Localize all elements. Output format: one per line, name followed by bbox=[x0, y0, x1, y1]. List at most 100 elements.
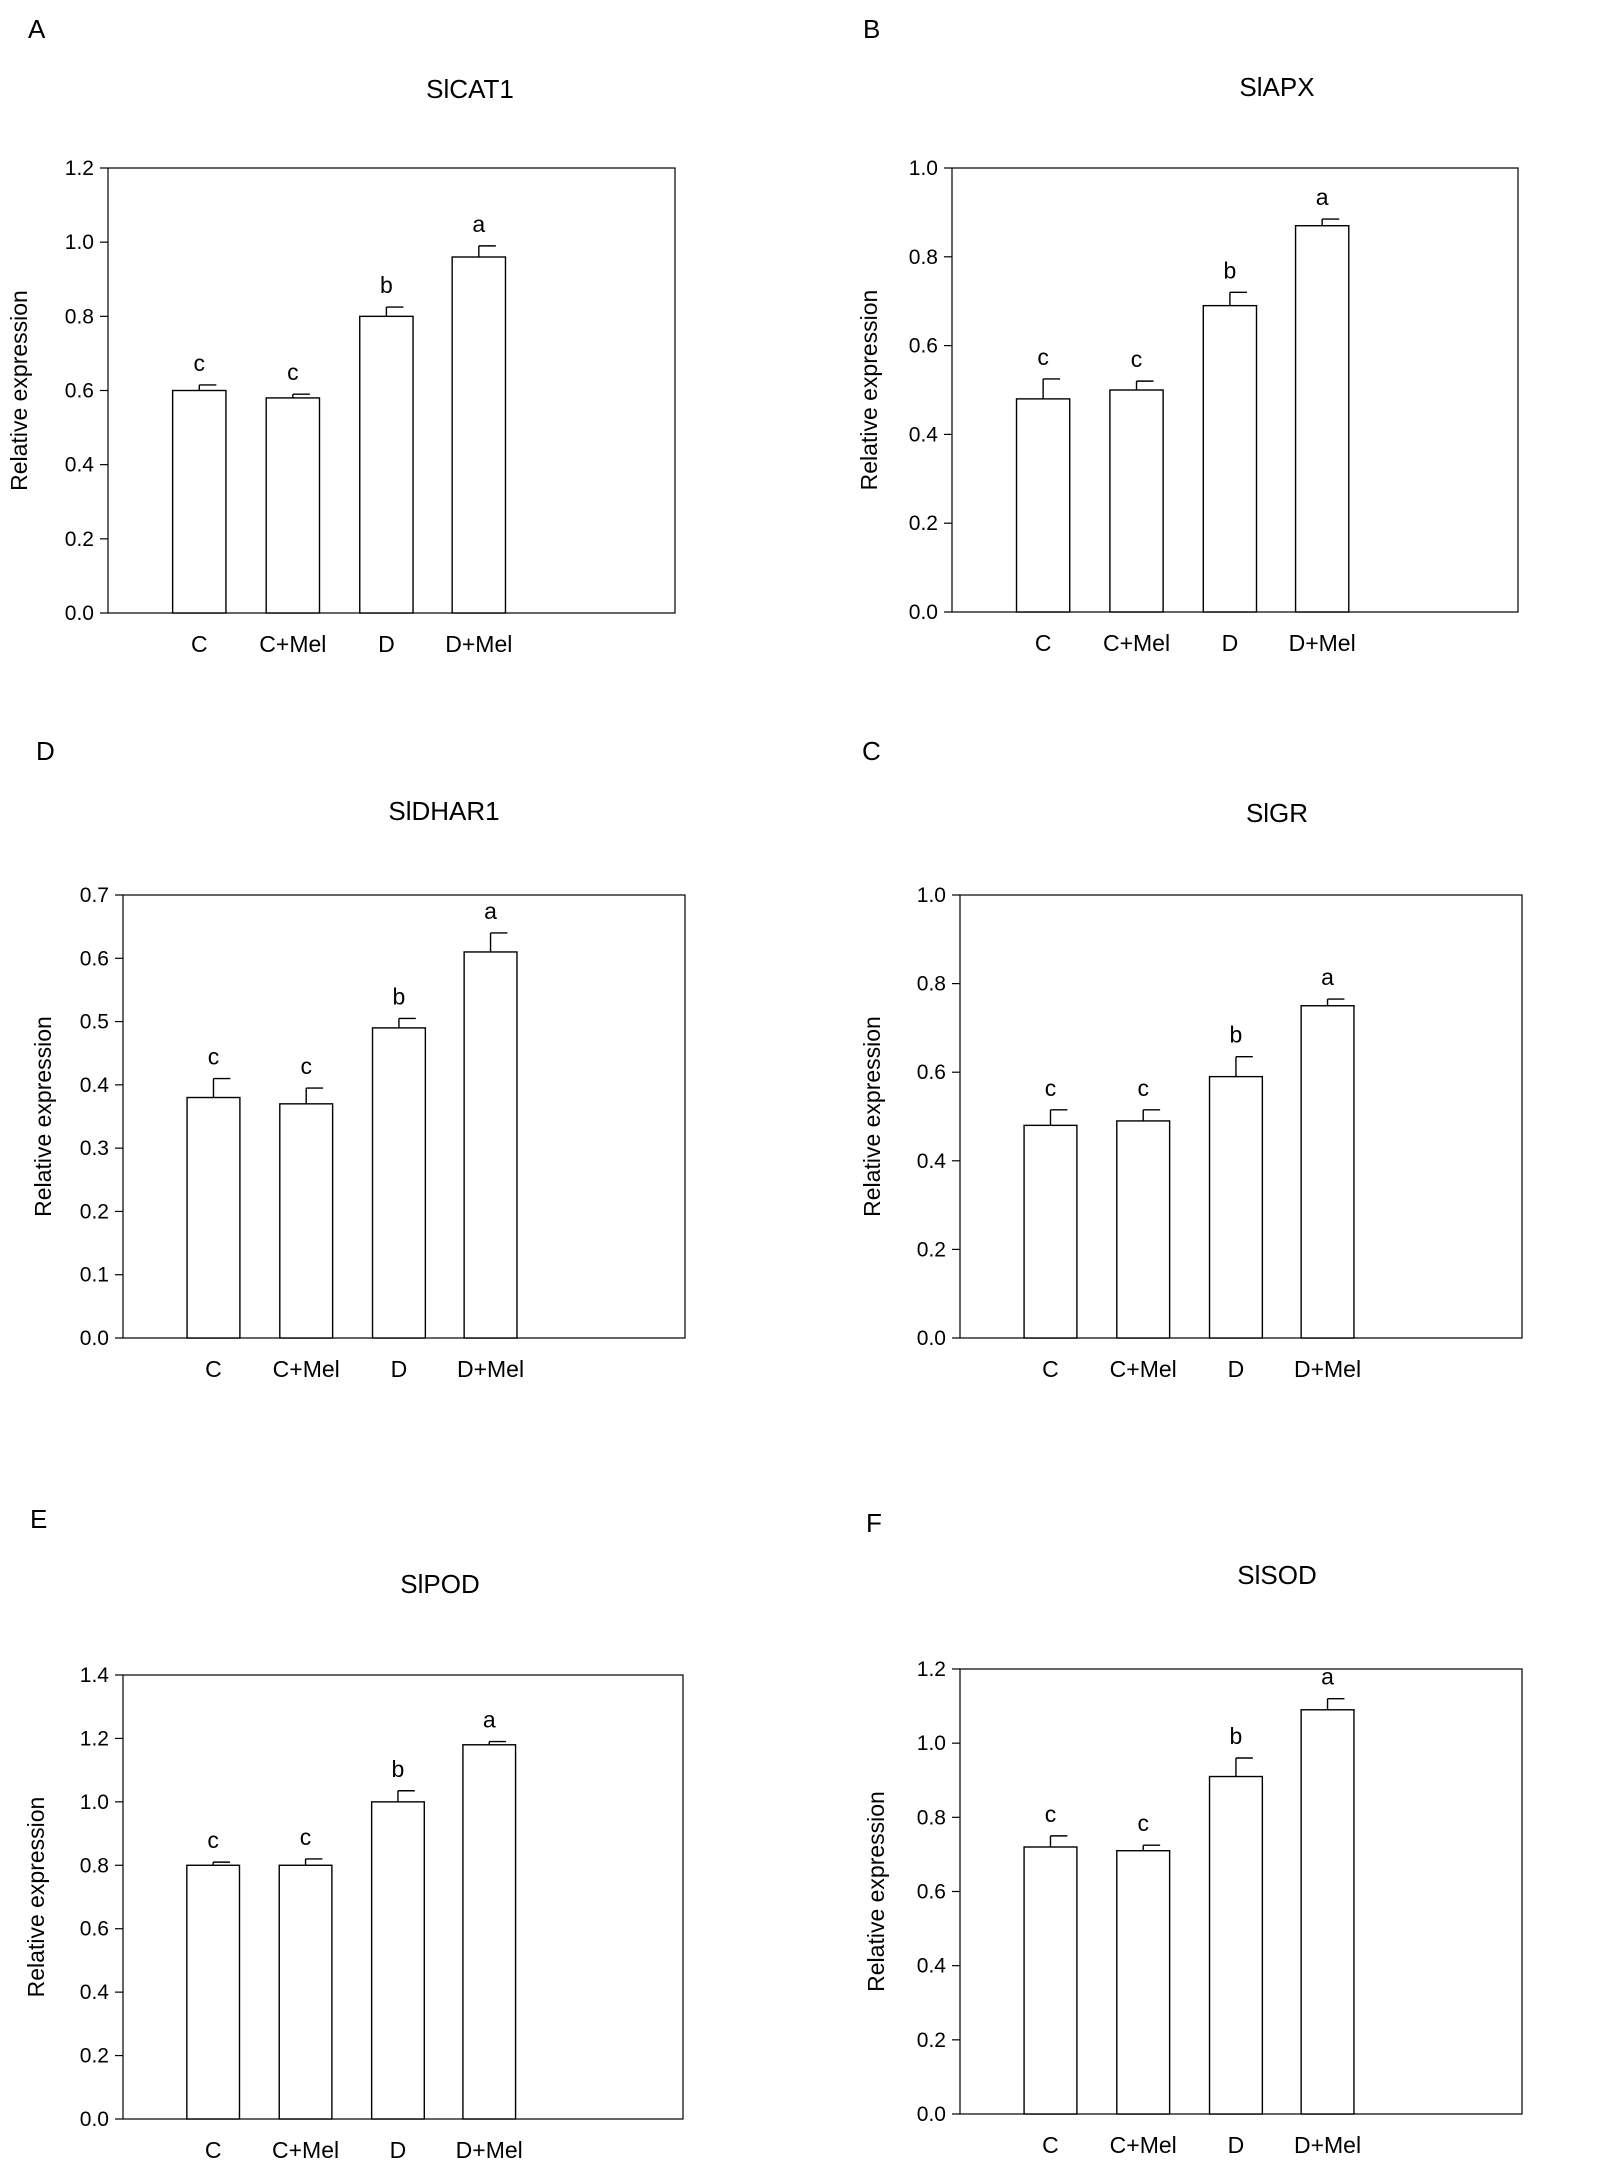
category-label: C bbox=[191, 631, 208, 657]
chart-title: SlAPX bbox=[1239, 72, 1314, 102]
chart-title: SlPOD bbox=[400, 1569, 479, 1599]
y-tick-label: 1.0 bbox=[909, 157, 938, 180]
category-label: D+Mel bbox=[445, 631, 512, 657]
category-label: D bbox=[1222, 630, 1239, 656]
significance-label: a bbox=[1321, 1664, 1334, 1690]
significance-label: c bbox=[1037, 344, 1049, 370]
bar bbox=[1023, 1124, 1078, 1339]
bar bbox=[371, 1027, 427, 1339]
bar bbox=[1023, 1846, 1078, 2115]
category-label: D bbox=[391, 1356, 408, 1382]
y-tick-label: 0.7 bbox=[80, 884, 109, 907]
category-label: C bbox=[1035, 630, 1052, 656]
panel-letter: A bbox=[28, 14, 46, 44]
chart-panel-d: D SlDHAR1 0.0 0.1 0.2 0.3 0.4 0.5 0.6 0.7 Relative… bbox=[30, 736, 686, 1382]
significance-label: b bbox=[392, 1756, 405, 1782]
y-tick-label: 1.2 bbox=[80, 1727, 109, 1750]
y-tick-label: 0.4 bbox=[909, 423, 939, 446]
category-label: D+Mel bbox=[1289, 630, 1356, 656]
y-tick-label: 0.4 bbox=[917, 1955, 947, 1978]
y-tick-label: 0.8 bbox=[917, 1806, 946, 1829]
bar bbox=[1116, 1120, 1171, 1339]
bar bbox=[265, 397, 321, 614]
significance-label: c bbox=[300, 1824, 312, 1850]
y-tick-label: 0.2 bbox=[80, 1200, 109, 1223]
bar bbox=[1202, 304, 1258, 613]
category-label: C+Mel bbox=[259, 631, 326, 657]
category-label: C+Mel bbox=[1110, 1356, 1177, 1382]
significance-label: c bbox=[1131, 346, 1143, 372]
bar bbox=[1294, 225, 1350, 613]
chart-title: SlSOD bbox=[1237, 1560, 1316, 1590]
bar bbox=[370, 1801, 425, 2120]
y-tick-label: 0.6 bbox=[80, 1918, 109, 1941]
bar bbox=[1300, 1709, 1355, 2115]
category-label: C+Mel bbox=[273, 1356, 340, 1382]
category-label: D bbox=[1228, 2132, 1245, 2158]
y-tick-label: 0.2 bbox=[80, 2045, 109, 2068]
significance-label: b bbox=[1230, 1723, 1243, 1749]
significance-label: c bbox=[300, 1053, 312, 1079]
y-tick-label: 0.8 bbox=[80, 1854, 109, 1877]
y-tick-label: 0.0 bbox=[80, 1327, 109, 1350]
significance-label: c bbox=[1137, 1810, 1149, 1836]
category-label: D bbox=[1228, 1356, 1245, 1382]
y-tick-label: 0.1 bbox=[80, 1264, 109, 1287]
category-label: D bbox=[378, 631, 395, 657]
bar bbox=[1015, 398, 1071, 613]
significance-label: b bbox=[380, 272, 393, 298]
bar bbox=[1208, 1075, 1264, 1339]
significance-label: a bbox=[1316, 184, 1329, 210]
category-label: C bbox=[205, 2137, 222, 2163]
y-tick-label: 1.0 bbox=[65, 231, 94, 254]
bar bbox=[1116, 1850, 1171, 2115]
y-tick-label: 0.3 bbox=[80, 1137, 109, 1160]
chart-title: SlDHAR1 bbox=[388, 796, 499, 826]
y-tick-label: 0.2 bbox=[65, 528, 94, 551]
y-axis-title: Relative expression bbox=[6, 290, 32, 491]
chart-panel-c: C SlGR 0.0 0.2 0.4 0.6 0.8 1.0 Relative expressi… bbox=[859, 736, 1523, 1382]
significance-label: a bbox=[472, 211, 485, 237]
bar bbox=[359, 315, 414, 614]
y-tick-label: 1.0 bbox=[917, 884, 946, 907]
category-label: D+Mel bbox=[457, 1356, 524, 1382]
panel-letter: C bbox=[862, 736, 881, 766]
y-tick-label: 0.6 bbox=[917, 1881, 946, 1904]
bar bbox=[186, 1096, 241, 1339]
significance-label: c bbox=[194, 350, 206, 376]
y-tick-label: 1.0 bbox=[917, 1732, 946, 1755]
y-tick-label: 0.4 bbox=[65, 454, 95, 477]
significance-label: b bbox=[1224, 257, 1237, 283]
chart-panel-b: B SlAPX 0.0 0.2 0.4 0.6 0.8 1.0 Relative express… bbox=[856, 14, 1519, 656]
bar bbox=[171, 389, 227, 614]
category-label: C+Mel bbox=[272, 2137, 339, 2163]
chart-title: SlCAT1 bbox=[426, 74, 514, 104]
bar bbox=[1109, 389, 1164, 613]
significance-label: c bbox=[287, 359, 299, 385]
panel-letter: E bbox=[30, 1504, 47, 1534]
bar bbox=[462, 1744, 517, 2120]
chart-panel-f: F SlSOD 0.0 0.2 0.4 0.6 0.8 1.0 1.2 Relative expr… bbox=[863, 1508, 1523, 2158]
y-axis-title: Relative expression bbox=[856, 290, 882, 491]
y-axis-title: Relative expression bbox=[863, 1791, 889, 1992]
significance-label: c bbox=[1045, 1801, 1057, 1827]
bar bbox=[1300, 1005, 1355, 1339]
y-tick-label: 0.2 bbox=[917, 1238, 946, 1261]
y-tick-label: 0.8 bbox=[917, 973, 946, 996]
y-tick-label: 0.6 bbox=[909, 335, 938, 358]
y-tick-label: 0.6 bbox=[917, 1061, 946, 1084]
category-label: C+Mel bbox=[1103, 630, 1170, 656]
y-tick-label: 0.0 bbox=[80, 2108, 109, 2131]
bar bbox=[186, 1864, 241, 2120]
bar bbox=[279, 1103, 334, 1339]
y-tick-label: 0.4 bbox=[917, 1150, 947, 1173]
category-label: D bbox=[390, 2137, 407, 2163]
y-tick-label: 0.0 bbox=[65, 602, 94, 625]
bar bbox=[451, 256, 507, 614]
y-axis-title: Relative expression bbox=[30, 1016, 56, 1217]
y-tick-label: 0.0 bbox=[917, 2103, 946, 2126]
y-tick-label: 1.0 bbox=[80, 1791, 109, 1814]
panel-letter: F bbox=[866, 1508, 882, 1538]
bar bbox=[1208, 1775, 1264, 2115]
